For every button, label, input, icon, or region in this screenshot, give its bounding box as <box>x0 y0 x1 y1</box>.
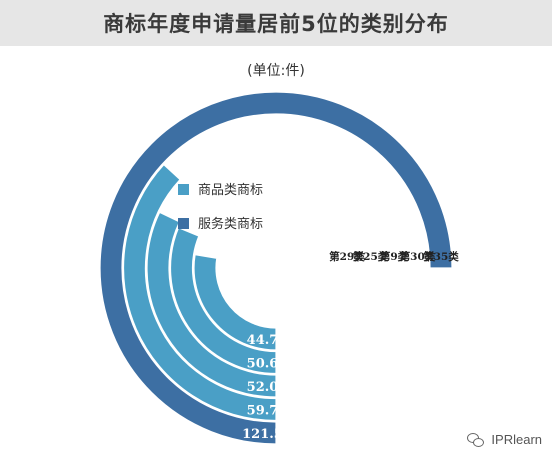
legend-label: 服务类商标 <box>198 216 263 232</box>
watermark-text: IPRlearn <box>491 432 542 447</box>
legend-swatch <box>178 218 189 229</box>
value-label: 50.6万 <box>247 357 292 372</box>
wechat-icon <box>467 432 485 447</box>
value-labels-group: 44.7万 50.6万 52.0万 59.7万 121.5万 <box>242 333 296 442</box>
category-label: 第35类 <box>423 250 459 263</box>
unit-label: (单位:件) <box>247 63 305 79</box>
ring-bar <box>146 211 277 398</box>
value-label: 59.7万 <box>247 404 292 419</box>
value-label: 44.7万 <box>247 333 292 348</box>
legend-label: 商品类商标 <box>198 183 263 198</box>
category-label: 第25类 <box>353 250 389 263</box>
chart-title-bar: 商标年度申请量居前5位的类别分布 <box>0 0 552 46</box>
value-label: 52.0万 <box>247 380 292 395</box>
ring-bar <box>193 254 277 351</box>
legend-swatch <box>178 184 189 195</box>
category-label: 第30类 <box>400 250 436 263</box>
category-label: 第9类 <box>380 250 409 263</box>
category-label: 第29类 <box>329 250 365 263</box>
ring-bar <box>122 163 277 422</box>
chart-title: 商标年度申请量居前5位的类别分布 <box>103 12 449 36</box>
value-label: 121.5万 <box>242 427 296 442</box>
watermark: IPRlearn <box>467 432 542 447</box>
ring-bar <box>99 91 453 445</box>
